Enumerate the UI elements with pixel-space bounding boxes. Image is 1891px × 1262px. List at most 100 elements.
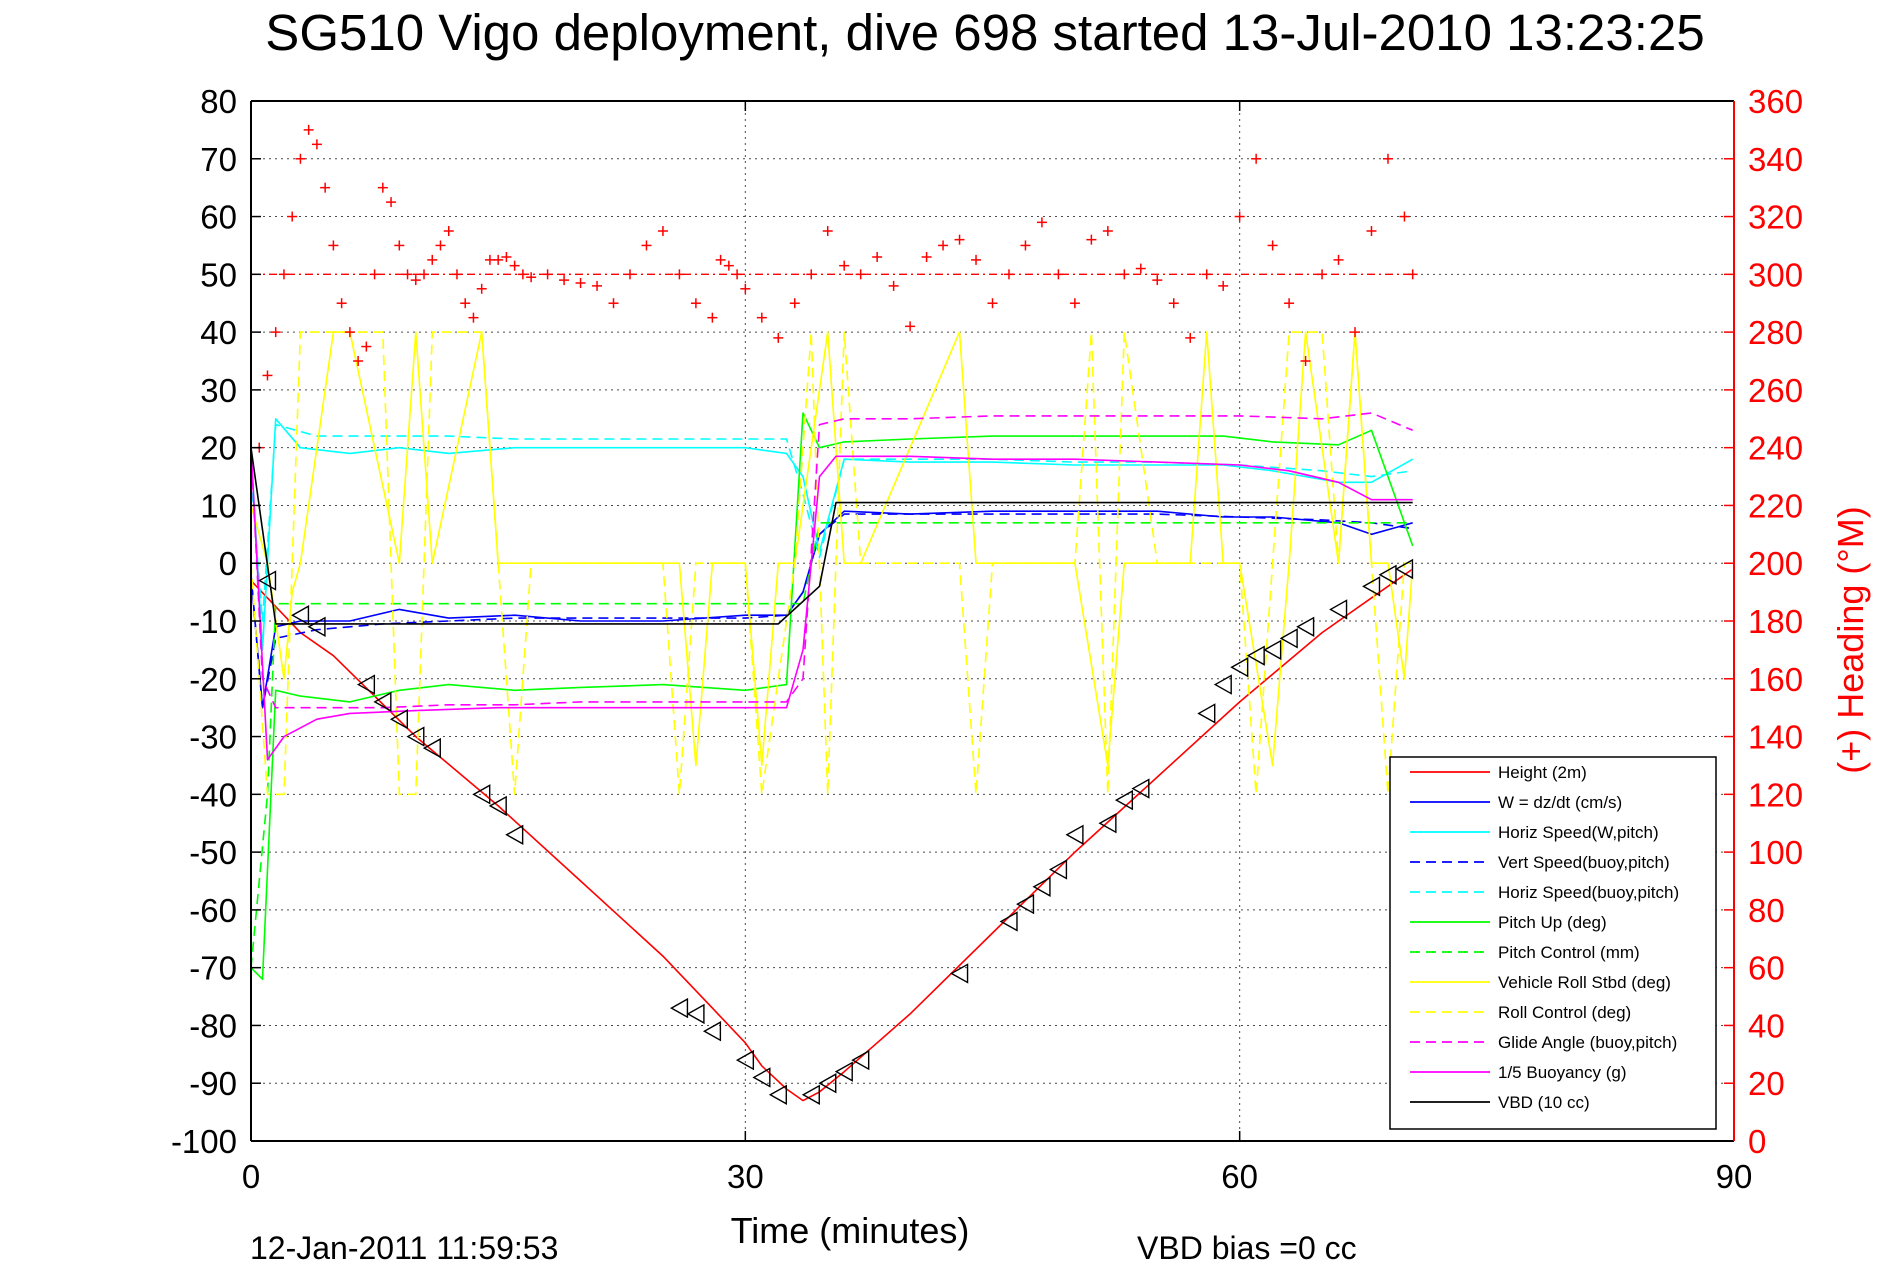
heading-point bbox=[353, 356, 364, 366]
heading-point bbox=[451, 269, 462, 280]
heading-point bbox=[517, 269, 528, 280]
right-axis-tick-label: 40 bbox=[1748, 1007, 1785, 1044]
heading-point bbox=[592, 280, 603, 291]
series-line-5 bbox=[250, 412, 1414, 981]
right-axis-tick-label: 320 bbox=[1748, 199, 1803, 236]
dive-marker bbox=[1114, 789, 1134, 811]
heading-point bbox=[987, 298, 998, 309]
legend-label-8: Roll Control (deg) bbox=[1498, 1003, 1631, 1022]
left-axis-tick-label: -100 bbox=[171, 1123, 237, 1160]
dive-marker bbox=[1279, 628, 1298, 649]
left-axis-tick-label: -20 bbox=[189, 661, 237, 698]
left-axis-tick-label: -40 bbox=[189, 776, 237, 813]
right-axis-tick-label: 360 bbox=[1748, 83, 1803, 120]
left-axis-tick-label: 20 bbox=[200, 430, 237, 467]
dive-marker bbox=[356, 674, 376, 695]
heading-point bbox=[328, 240, 339, 251]
heading-point bbox=[320, 182, 331, 193]
right-axis-tick-label: 220 bbox=[1748, 487, 1803, 524]
legend-label-7: Vehicle Roll Stbd (deg) bbox=[1498, 973, 1671, 992]
right-axis-tick-label: 60 bbox=[1748, 950, 1785, 987]
chart-title: SG510 Vigo deployment, dive 698 started … bbox=[265, 4, 1704, 61]
dive-marker bbox=[735, 1049, 755, 1071]
legend-label-6: Pitch Control (mm) bbox=[1498, 943, 1640, 962]
heading-point bbox=[419, 269, 430, 280]
heading-point bbox=[674, 269, 685, 280]
heading-point bbox=[460, 298, 471, 309]
heading-point bbox=[526, 272, 537, 283]
dive-marker bbox=[768, 1084, 787, 1105]
heading-point bbox=[287, 211, 298, 222]
dive-markers bbox=[258, 558, 1414, 1105]
dive-marker bbox=[669, 997, 689, 1019]
x-axis-tick-label: 90 bbox=[1716, 1158, 1753, 1195]
heading-point bbox=[435, 240, 446, 251]
left-axis-tick-label: 40 bbox=[200, 314, 237, 351]
dive-marker bbox=[1263, 639, 1282, 661]
dive-marker bbox=[1098, 813, 1117, 834]
series-line-6 bbox=[250, 521, 1413, 968]
right-axis-tick-label: 180 bbox=[1748, 603, 1803, 640]
right-axis-tick-label: 120 bbox=[1748, 776, 1803, 813]
dive-marker bbox=[422, 737, 441, 759]
left-axis-tick-label: 60 bbox=[200, 199, 237, 236]
heading-point bbox=[1317, 269, 1328, 280]
footer-vbd-bias: VBD bias =0 cc bbox=[1137, 1230, 1357, 1262]
heading-point bbox=[740, 283, 751, 294]
left-axis-tick-label: 80 bbox=[200, 83, 237, 120]
heading-point bbox=[509, 260, 520, 271]
dive-marker bbox=[1362, 576, 1381, 597]
dive-marker bbox=[1246, 645, 1265, 666]
dive-marker bbox=[1230, 657, 1249, 678]
legend-label-3: Vert Speed(buoy,pitch) bbox=[1498, 853, 1670, 872]
dive-marker bbox=[258, 570, 277, 591]
heading-point bbox=[402, 269, 413, 280]
dive-marker bbox=[505, 824, 524, 845]
heading-point bbox=[1251, 153, 1262, 164]
heading-point bbox=[394, 240, 405, 251]
left-axis-tick-label: -90 bbox=[189, 1065, 237, 1102]
dive-marker bbox=[406, 726, 425, 747]
legend-label-10: 1/5 Buoyancy (g) bbox=[1498, 1063, 1627, 1082]
left-axis-tick-label: -80 bbox=[189, 1007, 237, 1044]
heading-point bbox=[1201, 269, 1212, 280]
heading-point bbox=[295, 153, 306, 164]
heading-point bbox=[344, 327, 355, 338]
heading-point bbox=[1382, 153, 1393, 164]
series-line-3 bbox=[250, 513, 1413, 709]
dive-marker bbox=[752, 1067, 771, 1088]
heading-point bbox=[262, 370, 273, 381]
right-axis-tick-label: 240 bbox=[1748, 430, 1803, 467]
x-axis-tick-label: 60 bbox=[1221, 1158, 1258, 1195]
heading-point bbox=[1036, 217, 1047, 228]
legend: Height (2m) W = dz/dt (cm/s) Horiz Speed(W… bbox=[1389, 756, 1717, 1130]
heading-point bbox=[641, 240, 652, 251]
right-axis-tick-label: 300 bbox=[1748, 256, 1803, 293]
right-axis-tick-label: 20 bbox=[1748, 1065, 1785, 1102]
heading-point bbox=[427, 254, 438, 265]
heading-point bbox=[773, 332, 784, 343]
heading-point bbox=[443, 226, 454, 236]
heading-point bbox=[1168, 298, 1179, 309]
dive-marker bbox=[472, 784, 491, 805]
dive-marker bbox=[1329, 599, 1348, 620]
footer-timestamp: 12-Jan-2011 11:59:53 bbox=[250, 1230, 558, 1262]
series-line-8 bbox=[250, 331, 1413, 796]
heading-point bbox=[872, 252, 883, 262]
right-axis-tick-label: 200 bbox=[1748, 545, 1803, 582]
heading-point bbox=[1399, 211, 1410, 222]
dive-marker bbox=[1032, 876, 1051, 897]
heading-point bbox=[1218, 280, 1229, 291]
heading-point bbox=[855, 269, 866, 280]
heading-point bbox=[1350, 327, 1361, 338]
heading-point bbox=[1152, 275, 1163, 286]
left-axis-tick-label: -10 bbox=[189, 603, 237, 640]
legend-label-11: VBD (10 cc) bbox=[1498, 1093, 1590, 1112]
dive-marker bbox=[1296, 616, 1315, 637]
heading-point bbox=[806, 269, 817, 280]
left-axis-tick-label: 10 bbox=[200, 487, 237, 524]
heading-point bbox=[377, 182, 388, 193]
legend-label-4: Horiz Speed(buoy,pitch) bbox=[1498, 883, 1679, 902]
series-line-9 bbox=[250, 412, 1414, 709]
